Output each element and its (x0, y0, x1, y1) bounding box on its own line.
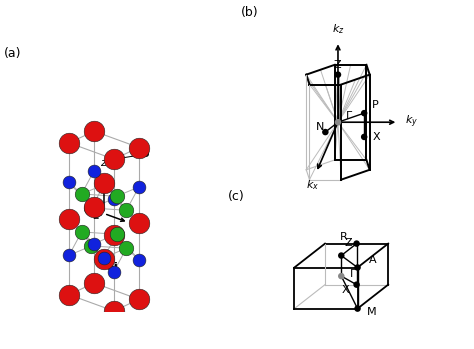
Text: A: A (368, 255, 376, 265)
Point (88, 243, 95, 249)
Point (91, 204, 98, 210)
Point (337, 273, 345, 279)
Point (135, 221, 143, 226)
Text: Si: Si (107, 262, 118, 272)
Text: Z: Z (333, 60, 341, 70)
Point (110, 196, 118, 201)
Point (91, 168, 98, 173)
Text: $\Gamma$: $\Gamma$ (345, 109, 353, 121)
Text: (c): (c) (228, 190, 245, 203)
Point (91, 128, 98, 134)
Text: $x$: $x$ (76, 226, 85, 236)
Point (123, 208, 130, 213)
Point (110, 156, 118, 162)
Text: Ru: Ru (107, 228, 123, 238)
Text: $k_y$: $k_y$ (405, 114, 418, 131)
Point (360, 134, 368, 140)
Point (123, 245, 130, 251)
Text: P: P (372, 100, 379, 110)
Text: $k_x$: $k_x$ (306, 179, 319, 192)
Point (100, 256, 108, 262)
Text: (b): (b) (241, 6, 258, 18)
Point (110, 308, 118, 314)
Text: $k_z$: $k_z$ (332, 22, 344, 36)
Point (334, 119, 342, 125)
Text: $\Gamma$: $\Gamma$ (348, 267, 357, 279)
Point (100, 180, 108, 186)
Text: Z: Z (345, 238, 353, 248)
Point (100, 255, 108, 260)
Point (65, 252, 73, 258)
Point (110, 232, 118, 238)
Text: X: X (373, 132, 381, 142)
Point (65, 179, 73, 185)
Point (135, 184, 143, 190)
Point (113, 231, 120, 237)
Text: U: U (118, 149, 150, 160)
Point (353, 282, 360, 288)
Text: (a): (a) (4, 46, 22, 60)
Text: $z$: $z$ (100, 158, 108, 168)
Point (135, 297, 143, 302)
Point (78, 229, 85, 235)
Point (65, 140, 73, 146)
Point (354, 306, 361, 311)
Point (337, 253, 345, 258)
Point (88, 205, 95, 211)
Point (135, 145, 143, 150)
Point (360, 110, 368, 116)
Text: X: X (342, 285, 350, 295)
Point (91, 280, 98, 286)
Point (321, 129, 329, 135)
Point (353, 241, 360, 246)
Point (78, 191, 85, 197)
Point (110, 269, 118, 274)
Point (65, 216, 73, 222)
Text: $y$: $y$ (136, 215, 145, 227)
Point (100, 182, 108, 187)
Point (135, 257, 143, 263)
Text: R: R (339, 232, 347, 242)
Point (91, 241, 98, 246)
Point (113, 193, 120, 199)
Point (354, 265, 361, 270)
Text: N: N (315, 122, 324, 132)
Point (334, 72, 342, 77)
Point (65, 292, 73, 297)
Text: M: M (367, 307, 377, 317)
